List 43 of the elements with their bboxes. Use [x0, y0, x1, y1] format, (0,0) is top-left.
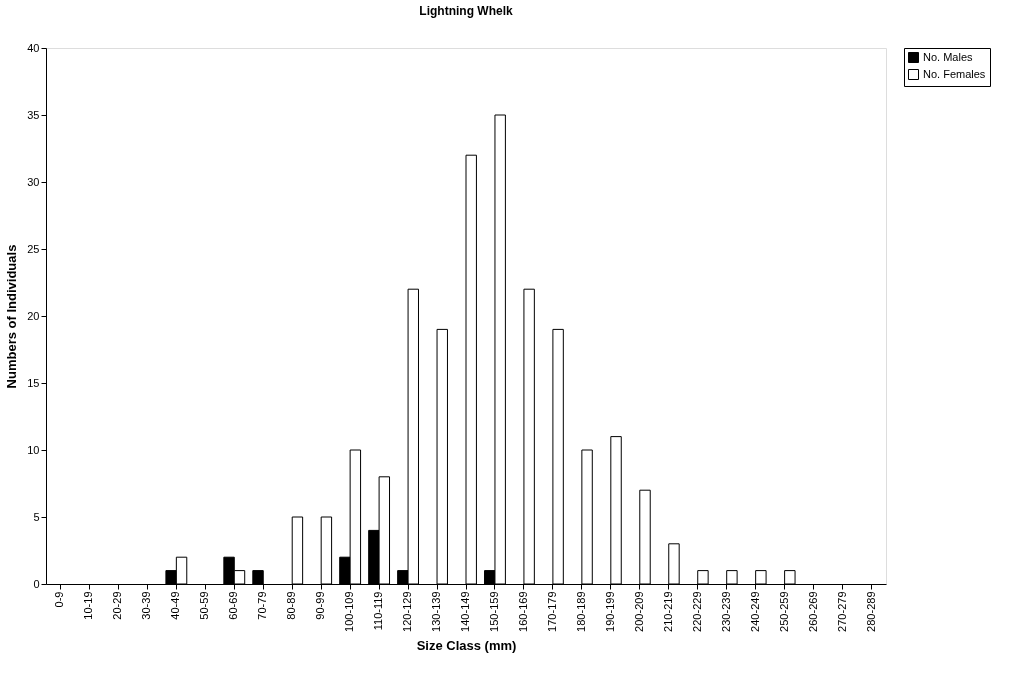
- y-tick-label: 10: [27, 443, 40, 456]
- y-tick-label: 30: [27, 175, 40, 188]
- legend-label: No. Males: [923, 50, 974, 63]
- x-tick-label: 150-159: [487, 591, 500, 632]
- x-tick-label: 30-39: [140, 591, 153, 620]
- legend-label: No. Females: [923, 67, 986, 80]
- x-tick-label: 240-249: [748, 591, 761, 632]
- x-tick-label: 140-149: [459, 591, 471, 632]
- x-tick-label: 80-89: [285, 591, 298, 620]
- x-tick-label: 20-29: [111, 591, 124, 620]
- chart-title: Lightning Whelk: [419, 4, 513, 18]
- x-tick-label: 60-69: [227, 591, 240, 620]
- y-tick-label: 40: [27, 41, 40, 54]
- x-tick-label: 210-219: [661, 591, 674, 632]
- x-tick-label: 190-199: [603, 591, 616, 632]
- x-tick-label: 130-139: [430, 591, 443, 632]
- x-tick-label: 270-279: [835, 591, 848, 632]
- y-tick-label: 5: [33, 510, 40, 523]
- x-tick-label: 250-259: [777, 591, 790, 632]
- x-tick-label: 170-179: [545, 591, 558, 632]
- x-tick-label: 100-109: [343, 591, 356, 632]
- x-tick-label: 220-229: [690, 591, 703, 632]
- x-tick-label: 110-119: [372, 591, 385, 631]
- x-tick-label: 0-9: [53, 591, 66, 608]
- x-tick-label: 200-209: [632, 591, 645, 632]
- y-tick-label: 15: [27, 376, 40, 389]
- x-tick-label: 280-289: [864, 591, 877, 632]
- x-tick-label: 180-189: [574, 591, 587, 632]
- x-axis-title: Size Class (mm): [416, 637, 517, 653]
- x-tick-label: 160-169: [516, 591, 529, 632]
- x-tick-label: 50-59: [198, 591, 211, 620]
- x-tick-label: 260-269: [806, 591, 819, 632]
- y-tick-label: 0: [33, 577, 40, 590]
- y-tick-label: 25: [27, 242, 40, 255]
- y-tick-label: 35: [27, 108, 40, 121]
- x-tick-label: 120-129: [401, 591, 414, 632]
- x-tick-label: 40-49: [169, 591, 182, 620]
- x-tick-label: 230-239: [719, 591, 732, 632]
- x-tick-label: 70-79: [256, 591, 269, 620]
- y-tick-label: 20: [27, 309, 40, 322]
- x-tick-label: 10-19: [82, 591, 95, 620]
- y-axis-title: Numbers of Individuals: [4, 244, 20, 389]
- x-tick-label: 90-99: [314, 591, 327, 620]
